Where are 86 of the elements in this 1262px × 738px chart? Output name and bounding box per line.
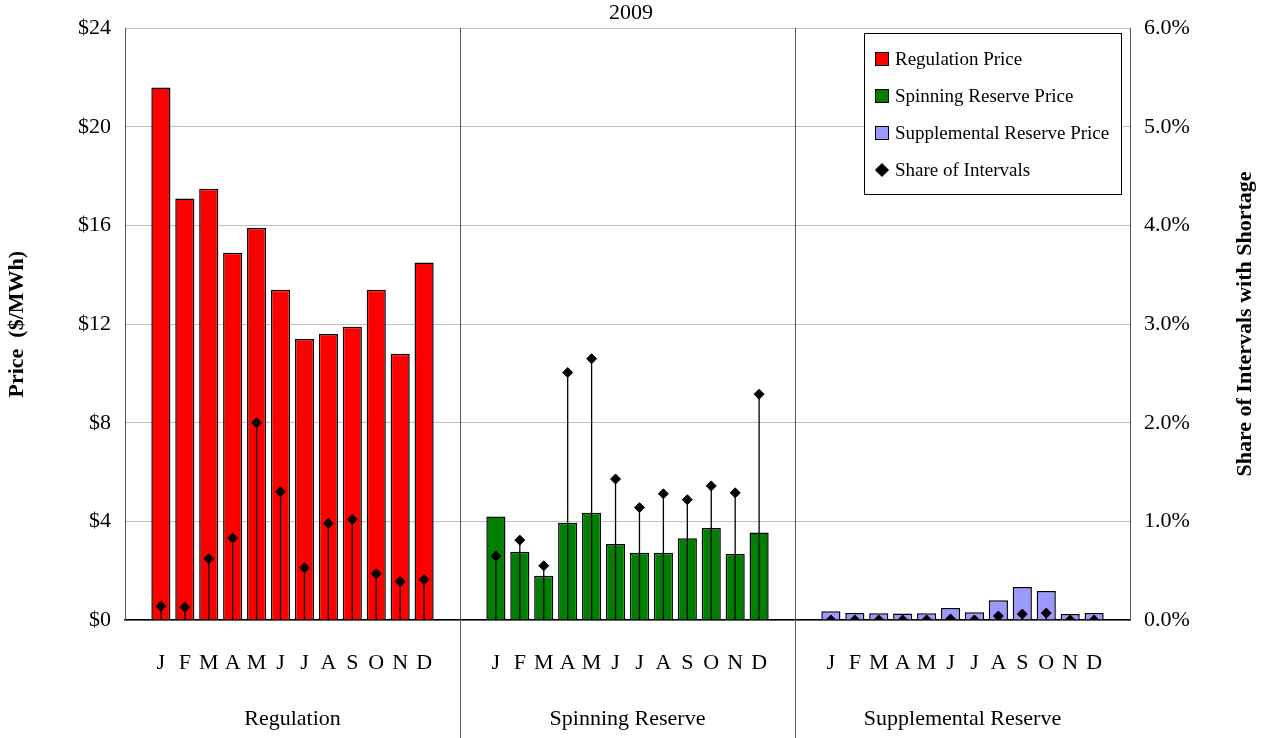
point	[681, 494, 693, 506]
x-tick-label: N	[727, 648, 744, 674]
y-tick-label: $0	[89, 605, 111, 631]
point	[586, 353, 598, 365]
point	[418, 574, 430, 586]
x-tick-label: J	[491, 648, 501, 674]
x-tick-label: J	[300, 648, 310, 674]
legend-label: Spinning Reserve Price	[895, 84, 1074, 107]
y2-axis-title: Share of Intervals with Shortage	[1231, 171, 1257, 477]
x-tick-label: N	[392, 648, 409, 674]
x-tick-label: F	[513, 648, 526, 674]
text: Supplemental Reserve	[863, 705, 1062, 731]
y-tick-label: $16	[78, 211, 111, 237]
x-tick-label: M	[868, 648, 889, 674]
x-tick-label: O	[703, 648, 720, 674]
point	[394, 576, 406, 588]
legend-label: Supplemental Reserve Price	[895, 121, 1110, 144]
x-tick-label: F	[178, 648, 191, 674]
y2-tick-label: 0.0%	[1144, 605, 1190, 631]
chart-title: 2009	[609, 0, 653, 24]
x-tick-label: J	[276, 648, 286, 674]
point	[490, 550, 502, 562]
x-tick-label: A	[224, 648, 241, 674]
x-tick-label: M	[916, 648, 937, 674]
x-tick-label: M	[581, 648, 602, 674]
point	[298, 562, 310, 574]
y2-tick-label: 2.0%	[1144, 408, 1190, 434]
y-axis-title: Price ($/MWh)	[2, 250, 28, 398]
x-tick-label: F	[848, 648, 861, 674]
x-tick-label: J	[611, 648, 621, 674]
x-tick-label: A	[559, 648, 576, 674]
x-tick-label: J	[946, 648, 956, 674]
point	[1040, 607, 1052, 619]
x-tick-label: D	[751, 648, 768, 674]
point	[322, 517, 334, 529]
point	[370, 568, 382, 580]
point	[562, 367, 574, 379]
x-tick-label: A	[655, 648, 672, 674]
point	[346, 513, 358, 525]
point	[705, 480, 717, 492]
legend-label: Regulation Price	[895, 47, 1023, 70]
x-tick-label: M	[198, 648, 219, 674]
point	[275, 486, 287, 498]
point	[657, 488, 669, 500]
x-tick-label: D	[416, 648, 433, 674]
y2-tick-label: 5.0%	[1144, 112, 1190, 138]
legend-label: Share of Intervals	[895, 158, 1031, 181]
x-tick-label: J	[826, 648, 836, 674]
x-tick-label: J	[970, 648, 980, 674]
point	[155, 600, 167, 612]
y-tick-label: $12	[78, 309, 111, 335]
x-tick-label: N	[1062, 648, 1079, 674]
point	[514, 534, 526, 546]
x-tick-label: M	[533, 648, 554, 674]
x-tick-label: O	[368, 648, 385, 674]
x-tick-label: D	[1086, 648, 1103, 674]
x-tick-label: A	[990, 648, 1007, 674]
point	[610, 473, 622, 485]
x-tick-label: S	[1016, 648, 1029, 674]
x-tick-label: J	[635, 648, 645, 674]
point	[203, 553, 215, 565]
y2-tick-label: 1.0%	[1144, 507, 1190, 533]
point	[729, 487, 741, 499]
text: Spinning Reserve	[549, 705, 706, 731]
text: Regulation	[244, 705, 341, 731]
point	[538, 560, 550, 572]
x-tick-label: S	[346, 648, 359, 674]
point	[753, 388, 765, 400]
y-tick-label: $24	[78, 14, 111, 40]
y2-tick-label: 3.0%	[1144, 309, 1190, 335]
y2-tick-label: 4.0%	[1144, 211, 1190, 237]
x-tick-label: A	[320, 648, 337, 674]
point	[227, 532, 239, 544]
point	[179, 601, 191, 613]
x-tick-label: A	[894, 648, 911, 674]
point	[1016, 608, 1028, 620]
y2-tick-label: 6.0%	[1144, 14, 1190, 40]
y-tick-label: $4	[89, 507, 111, 533]
x-tick-label: O	[1038, 648, 1055, 674]
point	[633, 502, 645, 514]
point	[251, 417, 263, 429]
y-tick-label: $8	[89, 408, 111, 434]
x-tick-label: M	[246, 648, 267, 674]
y-tick-label: $20	[78, 112, 111, 138]
x-tick-label: S	[681, 648, 694, 674]
x-tick-label: J	[156, 648, 166, 674]
